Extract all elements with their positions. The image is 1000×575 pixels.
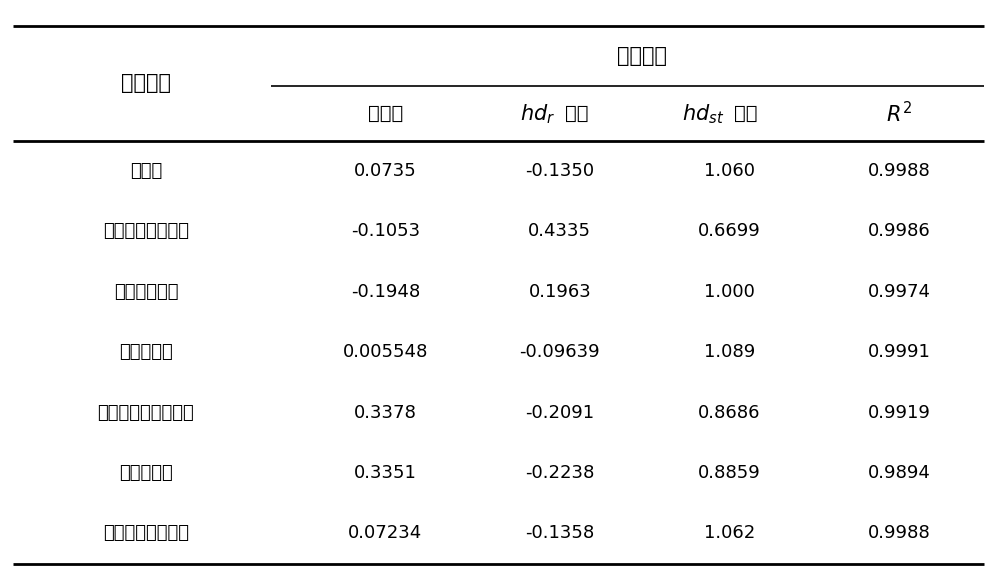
Text: 电堆阳极入口漏气: 电堆阳极入口漏气 xyxy=(103,223,189,240)
Text: 1.062: 1.062 xyxy=(704,524,755,542)
Text: 换热器烟气入口漏气: 换热器烟气入口漏气 xyxy=(98,404,194,421)
Text: $\mathit{hd}_{st}$: $\mathit{hd}_{st}$ xyxy=(682,102,724,126)
Text: 系数: 系数 xyxy=(734,104,758,124)
Text: 0.9974: 0.9974 xyxy=(867,283,930,301)
Text: 0.005548: 0.005548 xyxy=(343,343,428,361)
Text: -0.1358: -0.1358 xyxy=(525,524,594,542)
Text: 重整器积碳: 重整器积碳 xyxy=(119,343,173,361)
Text: 1.089: 1.089 xyxy=(704,343,755,361)
Text: $\mathit{hd}_r$: $\mathit{hd}_r$ xyxy=(520,102,555,126)
Text: 0.9986: 0.9986 xyxy=(868,223,930,240)
Text: -0.1948: -0.1948 xyxy=(351,283,420,301)
Text: 常数项: 常数项 xyxy=(368,104,403,124)
Text: 0.3378: 0.3378 xyxy=(354,404,417,421)
Text: 系数: 系数 xyxy=(565,104,588,124)
Text: 0.1963: 0.1963 xyxy=(528,283,591,301)
Text: -0.09639: -0.09639 xyxy=(520,343,600,361)
Text: 燃烧室漏气: 燃烧室漏气 xyxy=(119,464,173,482)
Text: 0.6699: 0.6699 xyxy=(698,223,761,240)
Text: -0.2091: -0.2091 xyxy=(525,404,594,421)
Text: 0.8859: 0.8859 xyxy=(698,464,761,482)
Text: 拟合函数: 拟合函数 xyxy=(617,46,667,66)
Text: 0.9991: 0.9991 xyxy=(867,343,930,361)
Text: 0.4335: 0.4335 xyxy=(528,223,591,240)
Text: 1.000: 1.000 xyxy=(704,283,755,301)
Text: -0.1350: -0.1350 xyxy=(525,162,594,180)
Text: 0.9988: 0.9988 xyxy=(868,162,930,180)
Text: 电池轻度破裂: 电池轻度破裂 xyxy=(114,283,178,301)
Text: 故障情形: 故障情形 xyxy=(121,74,171,94)
Text: 0.9919: 0.9919 xyxy=(867,404,930,421)
Text: 无故障: 无故障 xyxy=(130,162,162,180)
Text: -0.2238: -0.2238 xyxy=(525,464,595,482)
Text: 风机机械性能下降: 风机机械性能下降 xyxy=(103,524,189,542)
Text: 1.060: 1.060 xyxy=(704,162,755,180)
Text: 0.0735: 0.0735 xyxy=(354,162,417,180)
Text: 0.8686: 0.8686 xyxy=(698,404,761,421)
Text: 0.9894: 0.9894 xyxy=(867,464,930,482)
Text: 0.9988: 0.9988 xyxy=(868,524,930,542)
Text: $\mathit{R}^2$: $\mathit{R}^2$ xyxy=(886,101,912,126)
Text: 0.3351: 0.3351 xyxy=(354,464,417,482)
Text: 0.07234: 0.07234 xyxy=(348,524,422,542)
Text: -0.1053: -0.1053 xyxy=(351,223,420,240)
